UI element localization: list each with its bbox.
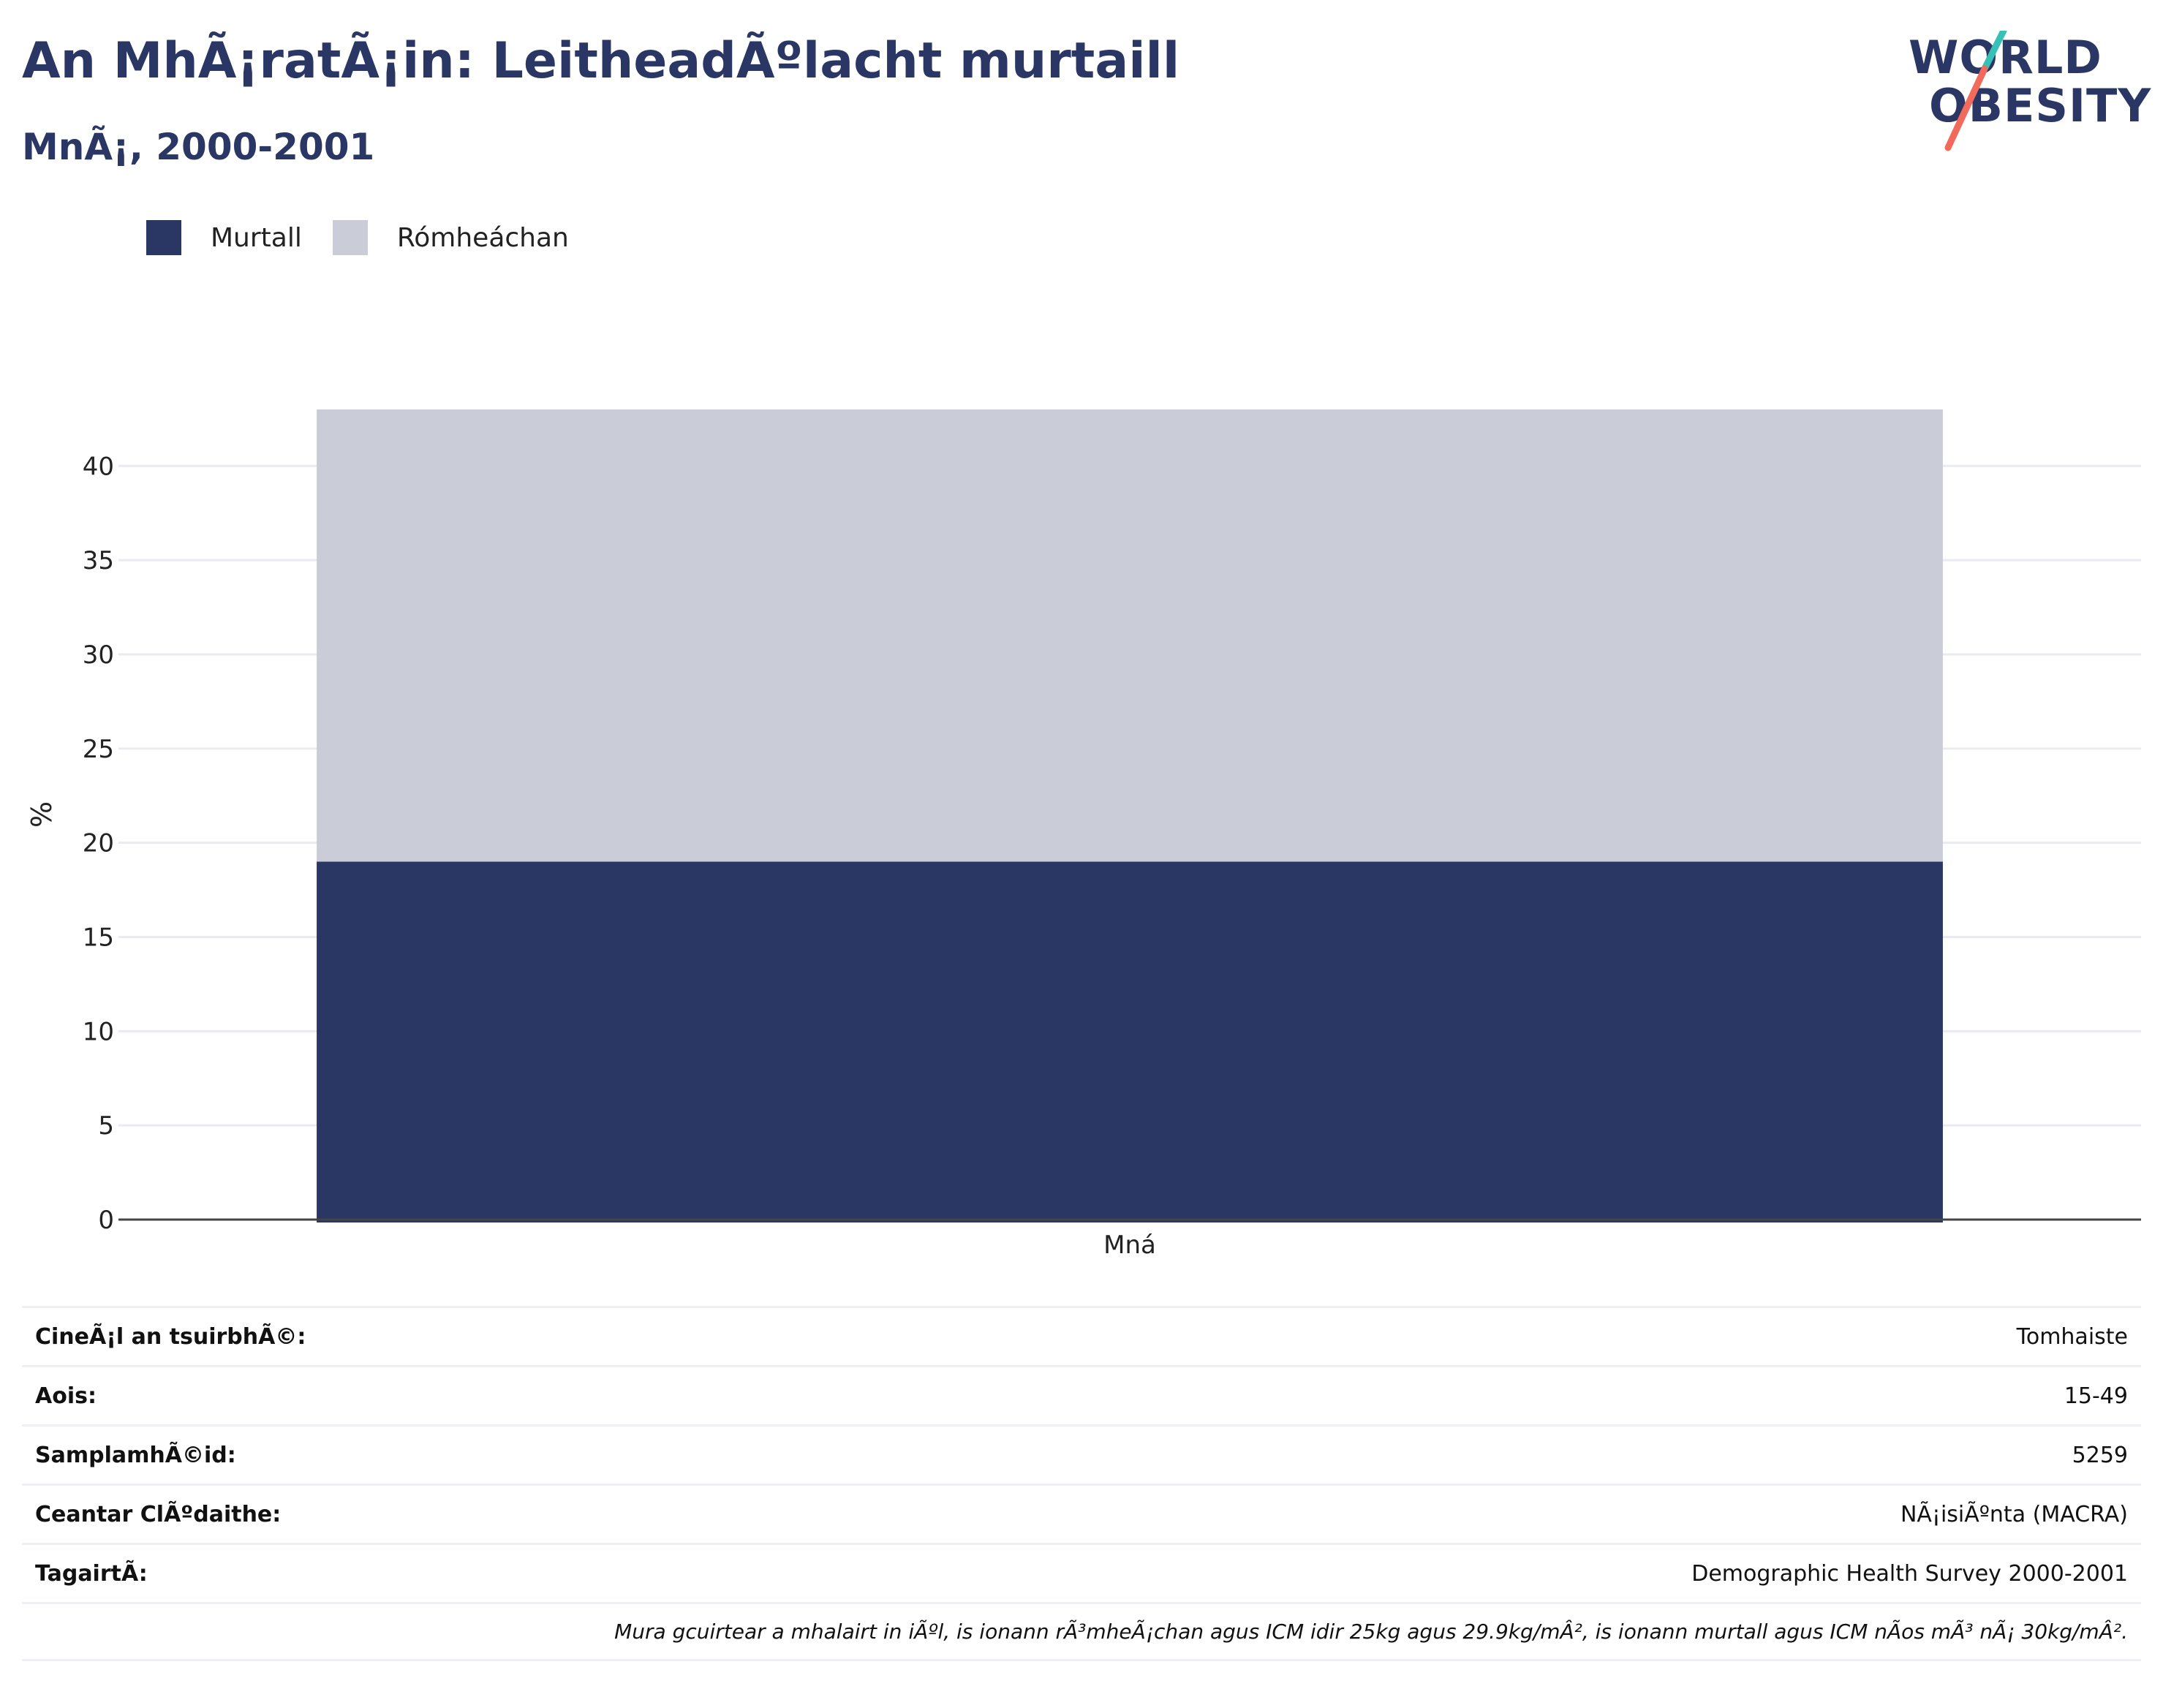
- details-value: Tomhaiste: [2016, 1323, 2128, 1350]
- details-label: CineÃ¡l an tsuirbhÃ©:: [35, 1323, 306, 1350]
- details-footnote: Mura gcuirtear a mhalairt in iÃºl, is io…: [22, 1602, 2141, 1661]
- survey-details-table: CineÃ¡l an tsuirbhÃ©: Tomhaiste Aois: 15…: [22, 1306, 2141, 1661]
- details-row: CineÃ¡l an tsuirbhÃ©: Tomhaiste: [22, 1306, 2141, 1365]
- y-tick-label: 40: [83, 452, 114, 481]
- details-label: Aois:: [35, 1383, 97, 1409]
- details-row: SamplamhÃ©id: 5259: [22, 1424, 2141, 1484]
- details-value: 15-49: [2064, 1383, 2128, 1409]
- logo-word-world: WORLD: [1909, 31, 2102, 84]
- details-row: Ceantar ClÃºdaithe: NÃ¡isiÃºnta (MACRA): [22, 1484, 2141, 1543]
- bar-murtall: [317, 861, 1943, 1223]
- bar-chart: 0 5 10 15 20 25 30 35 40 Mná%: [26, 409, 2141, 1260]
- world-obesity-logo: WORLD OBESITY: [1909, 31, 2151, 155]
- chart-title: An MhÃ¡ratÃ¡in: LeitheadÃºlacht murtaill: [22, 32, 1180, 90]
- details-value: 5259: [2072, 1442, 2128, 1468]
- y-tick-label: 10: [83, 1017, 114, 1046]
- legend-swatch-murtall: [146, 220, 181, 255]
- y-tick-label: 30: [83, 640, 114, 670]
- y-tick-label: 35: [83, 546, 114, 575]
- chart-legend: Murtall Rómheáchan: [146, 216, 600, 260]
- details-row: Aois: 15-49: [22, 1365, 2141, 1424]
- legend-item-romheachan[interactable]: Rómheáchan: [332, 220, 569, 255]
- details-label: Ceantar ClÃºdaithe:: [35, 1501, 282, 1527]
- details-label: TagairtÃ:: [35, 1560, 148, 1587]
- y-tick-label: 25: [83, 735, 114, 764]
- legend-item-murtall[interactable]: Murtall: [146, 220, 302, 255]
- chart-bars: [317, 409, 1943, 1223]
- logo-slash-icon: [1944, 31, 2007, 151]
- chart-axes: 0 5 10 15 20 25 30 35 40 Mná%: [26, 452, 2141, 1260]
- y-axis-title: %: [26, 801, 58, 828]
- details-row: TagairtÃ: Demographic Health Survey 2000…: [22, 1543, 2141, 1602]
- y-tick-label: 5: [98, 1111, 114, 1141]
- legend-swatch-romheachan: [332, 220, 368, 255]
- x-tick-label: Mná: [1103, 1231, 1156, 1260]
- legend-label-romheachan: Rómheáchan: [396, 222, 569, 253]
- y-tick-label: 15: [83, 923, 114, 952]
- details-value: Demographic Health Survey 2000-2001: [1691, 1560, 2128, 1587]
- legend-label-murtall: Murtall: [211, 222, 302, 253]
- details-value: NÃ¡isiÃºnta (MACRA): [1900, 1501, 2128, 1527]
- details-label: SamplamhÃ©id:: [35, 1442, 236, 1468]
- chart-subtitle: MnÃ¡, 2000-2001: [22, 126, 375, 168]
- y-tick-label: 0: [98, 1206, 114, 1235]
- bar-rmhechan: [317, 409, 1943, 862]
- y-tick-label: 20: [83, 829, 114, 858]
